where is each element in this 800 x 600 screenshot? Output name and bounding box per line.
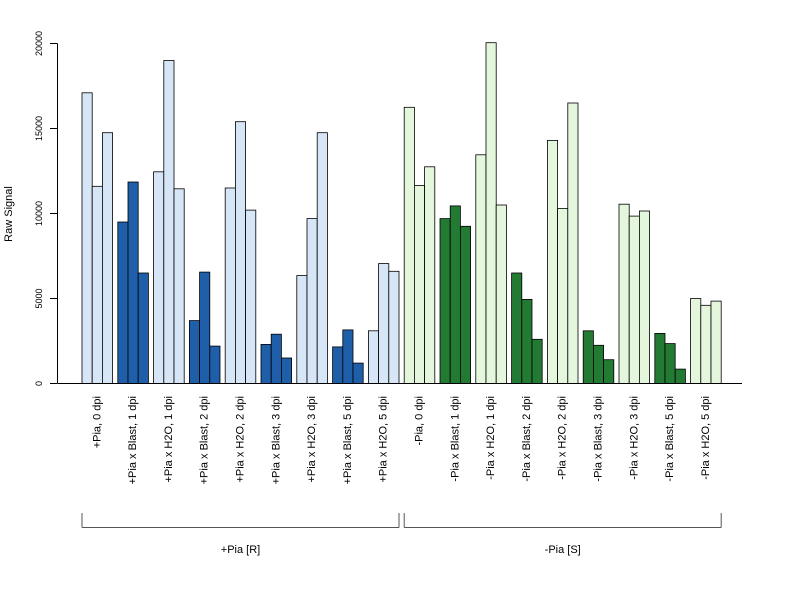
bar: [557, 207, 569, 384]
bar: [531, 338, 543, 384]
bar: [424, 166, 436, 384]
bar: [388, 270, 400, 384]
x-tick-label: -Pia x H2O, 2 dpi: [557, 396, 569, 480]
x-tick-label: +Pia, 0 dpi: [91, 396, 103, 448]
x-tick-label: +Pia x Blast, 1 dpi: [127, 396, 139, 484]
bar: [485, 42, 497, 384]
bar: [163, 60, 175, 384]
bar: [413, 184, 425, 384]
bar: [173, 188, 185, 384]
y-axis: 0 5000 10000 15000 20000: [34, 31, 58, 386]
bar: [449, 205, 461, 384]
bar: [102, 132, 114, 384]
x-tick-label: -Pia x Blast, 1 dpi: [449, 396, 461, 482]
x-tick-label: +Pia x Blast, 5 dpi: [342, 396, 354, 484]
x-tick-label: -Pia x Blast, 3 dpi: [593, 396, 605, 482]
bar: [234, 121, 246, 384]
bar: [188, 320, 200, 384]
x-tick-labels: +Pia, 0 dpi +Pia x Blast, 1 dpi +Pia x H2O…: [91, 396, 712, 484]
bar: [209, 345, 221, 384]
y-axis-label: Raw Signal: [3, 186, 15, 242]
bar: [342, 329, 354, 384]
x-tick-label: +Pia x Blast, 2 dpi: [199, 396, 211, 484]
x-tick-label: -Pia x Blast, 5 dpi: [664, 396, 676, 482]
bar: [618, 203, 630, 384]
bar: [582, 330, 594, 384]
bar: [280, 357, 292, 384]
bar: [674, 368, 686, 384]
x-tick-label: -Pia x H2O, 1 dpi: [485, 396, 497, 480]
x-tick-label: +Pia x H2O, 2 dpi: [235, 396, 247, 483]
x-tick-label: -Pia x H2O, 3 dpi: [628, 396, 640, 480]
bar: [593, 344, 605, 384]
bar: [567, 102, 579, 384]
y-tick-label: 20000: [34, 31, 44, 56]
bar: [475, 154, 487, 384]
bar: [117, 221, 129, 384]
x-tick-label: +Pia x Blast, 3 dpi: [270, 396, 282, 484]
bar: [137, 272, 149, 384]
bar: [245, 209, 257, 384]
x-tick-label: +Pia x H2O, 1 dpi: [163, 396, 175, 483]
bar: [403, 106, 415, 384]
bar: [547, 139, 559, 384]
bar: [224, 187, 236, 384]
bar: [352, 362, 364, 384]
y-tick-label: 0: [34, 381, 44, 386]
bar: [296, 275, 308, 384]
bar: [153, 171, 165, 384]
bar: [639, 210, 651, 384]
group-brackets: +Pia [R] -Pia [S]: [81, 513, 722, 556]
bar: [91, 185, 103, 384]
x-tick-label: -Pia x H2O, 5 dpi: [700, 396, 712, 480]
y-tick-label: 5000: [34, 288, 44, 308]
bar: [378, 263, 390, 384]
x-tick-label: +Pia x H2O, 5 dpi: [378, 396, 390, 483]
bar: [710, 300, 722, 384]
y-tick-label: 10000: [34, 201, 44, 226]
bar: [511, 272, 523, 384]
group-label: +Pia [R]: [221, 544, 260, 556]
bar: [459, 225, 471, 385]
bar: [332, 346, 344, 384]
x-tick-label: -Pia, 0 dpi: [414, 396, 426, 446]
bar: [199, 271, 211, 384]
bar: [306, 218, 318, 384]
bar: [367, 330, 379, 384]
bar: [270, 333, 282, 384]
bar: [260, 343, 272, 384]
bar: [700, 304, 712, 384]
bar: [127, 181, 139, 384]
bar: [439, 218, 451, 384]
bar: [521, 298, 533, 384]
bar: [628, 215, 640, 384]
bar: [654, 332, 666, 384]
x-tick-label: -Pia x Blast, 2 dpi: [521, 396, 533, 482]
bars: [81, 42, 722, 385]
y-tick-label: 15000: [34, 116, 44, 141]
x-tick-label: +Pia x H2O, 3 dpi: [306, 396, 318, 483]
bar: [690, 298, 702, 384]
group-label: -Pia [S]: [545, 544, 581, 556]
bar: [316, 132, 328, 384]
bar: [495, 204, 507, 384]
bar: [664, 343, 676, 384]
bar: [603, 359, 615, 384]
bar: [81, 92, 93, 384]
